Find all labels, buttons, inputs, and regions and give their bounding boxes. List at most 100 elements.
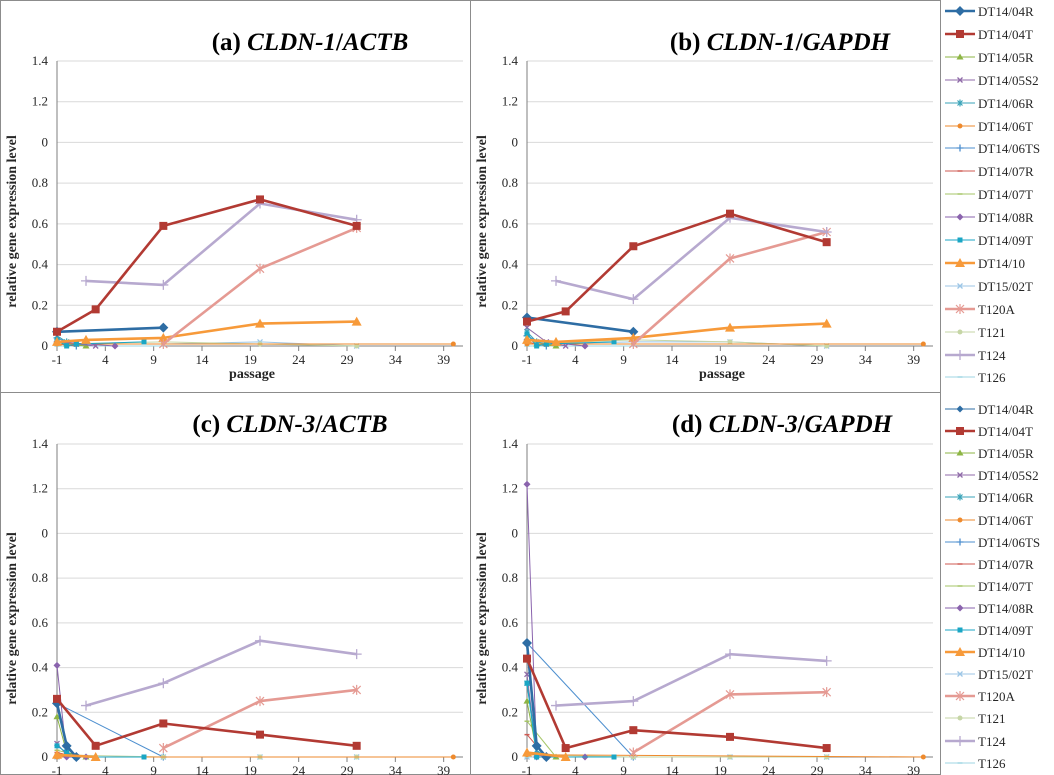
legend-item-dt14-06ts: DT14/06TS — [942, 531, 1054, 553]
panel-c-xtick-label: 4 — [102, 763, 109, 775]
panel-d-ytick-label: 0 — [512, 749, 519, 764]
panel-d-title: (d) CLDN-3/GAPDH — [672, 411, 894, 438]
panel-a-xlabel: passage — [229, 367, 275, 382]
panel-b-point-dt14-09t — [534, 343, 540, 349]
legend-label: DT14/05R — [978, 446, 1034, 462]
legend-label: T126 — [978, 370, 1006, 386]
panel-c-series-line-dt14-06ts — [56, 702, 164, 758]
legend-swatch-marker — [957, 627, 963, 633]
panel-c-point-t120a — [158, 743, 168, 754]
legend-label: DT14/10 — [978, 255, 1025, 271]
legend-top: DT14/04R DT14/04T DT14/05R DT14/05S2 DT14/06… — [942, 0, 1054, 392]
legend-label: T126 — [978, 755, 1006, 771]
panel-b: 0 0.2 0.4 0.6 0.8 0 1.2 1.4 -1 4 9 14 19 24 29 34 39 pass… — [475, 29, 933, 382]
panel-a-ylabel: relative gene expression level — [5, 135, 20, 308]
panel-a-xtick-label: 39 — [437, 352, 450, 367]
panel-c-point-dt14-09t — [64, 750, 70, 756]
legend-swatch — [945, 427, 975, 436]
panel-c-point-t124 — [351, 649, 362, 660]
panel-a-title-separator: / — [335, 29, 344, 56]
legend-item-t126: T126 — [942, 752, 1054, 774]
legend-swatch — [945, 493, 975, 501]
legend-label: DT14/06T — [978, 118, 1033, 134]
legend-swatch — [945, 329, 975, 335]
panel-d-xtick-label: 29 — [811, 763, 824, 775]
panel-b-point-t120a — [725, 253, 735, 264]
panel-b-point-t120a — [628, 338, 638, 349]
legend-swatch — [945, 472, 975, 479]
legend-label: T120A — [978, 689, 1015, 705]
legend-item-t120a: T120A — [942, 298, 1054, 320]
panel-d-series-line-dt14-04t — [525, 658, 827, 750]
legend-label: T121 — [978, 711, 1006, 727]
legend-label: DT14/04R — [978, 402, 1034, 417]
legend-item-dt14-06ts: DT14/06TS — [942, 137, 1054, 159]
panel-d-title-separator: / — [797, 411, 806, 438]
legend-swatch — [945, 405, 975, 413]
panel-d-point-t124 — [628, 696, 639, 707]
panel-a-ytick-label: 0.2 — [32, 297, 48, 312]
panel-c-xtick-label: 34 — [389, 763, 403, 775]
legend-label: DT14/04R — [978, 4, 1034, 19]
panel-b-xtick-label: 14 — [666, 352, 680, 367]
legend-item-t121: T121 — [942, 707, 1054, 729]
legend-swatch-marker — [955, 6, 965, 16]
legend-swatch — [945, 376, 975, 379]
panel-d-xtick-label: 34 — [859, 763, 873, 775]
panel-d-point-dt14-08r — [523, 480, 531, 488]
panel-d-point-t120a — [725, 689, 735, 700]
legend-swatch — [945, 735, 975, 746]
panel-d-title-gene: CLDN-3 — [709, 411, 798, 438]
legend-swatch — [945, 237, 975, 243]
legend-item-dt14-04t: DT14/04T — [942, 23, 1054, 45]
legend-label: DT14/09T — [978, 623, 1033, 638]
legend-swatch — [945, 538, 975, 546]
legend-item-t121: T121 — [942, 321, 1054, 343]
panel-b-title-separator: / — [795, 29, 804, 56]
panel-c-title-prefix: (c) — [192, 411, 226, 438]
panel-a-point-dt14-09t — [141, 339, 147, 345]
legend-swatch — [945, 691, 975, 702]
legend-swatch — [945, 562, 975, 565]
panel-a-xtick-label: 9 — [150, 352, 157, 367]
legend-label: DT14/06T — [978, 512, 1033, 528]
legend-swatch-marker — [957, 715, 963, 721]
panel-c-point-dt14-08r — [53, 661, 61, 669]
legend-swatch — [945, 170, 975, 173]
panel-b-ytick-label: 0.6 — [502, 216, 519, 231]
panel-a-xtick-label: 24 — [292, 352, 306, 367]
panel-c-xtick-label: 9 — [150, 763, 157, 775]
panel-b-title: (b) CLDN-1/GAPDH — [670, 29, 892, 56]
panel-b-point-dt14-10 — [821, 318, 832, 328]
panel-b-series-line-dt14-10 — [526, 322, 827, 344]
panel-b-series-dt14-04r — [522, 312, 639, 337]
legend-label: DT14/06R — [978, 95, 1034, 111]
legend-label: DT14/06TS — [978, 534, 1041, 550]
panel-b-point-dt14-09t — [543, 341, 549, 347]
panel-a-series-line-dt14-04r — [56, 326, 164, 334]
legend-item-dt15-02t: DT15/02T — [942, 663, 1054, 685]
panel-b-xtick-label: -1 — [522, 352, 533, 367]
panel-c-xtick-label: 14 — [196, 763, 210, 775]
panel-c-series-t120a — [158, 684, 362, 754]
panel-d-xtick-label: 14 — [666, 763, 680, 775]
panel-c-point-t124 — [158, 678, 169, 689]
panel-d-series-t124 — [551, 649, 832, 711]
legend-item-dt14-10: DT14/10 — [942, 641, 1054, 663]
legend-item-t120a: T120A — [942, 685, 1054, 707]
panel-b-xtick-label: 19 — [714, 352, 727, 367]
legend-swatch-marker — [957, 99, 963, 107]
panel-c-series-dt14-04t — [53, 694, 361, 750]
panel-b-ytick-label: 1.2 — [502, 94, 518, 109]
legend-swatch-marker — [956, 604, 964, 612]
legend-item-dt14-06t: DT14/06T — [942, 115, 1054, 137]
panel-c-ylabel: relative gene expression level — [5, 532, 20, 705]
panel-c-xtick-label: 29 — [341, 763, 354, 775]
legend-item-dt14-10: DT14/10 — [942, 252, 1054, 274]
panel-b-xtick-label: 29 — [811, 352, 824, 367]
panel-b-point-dt14-10 — [522, 334, 532, 344]
panel-b-xtick-label: 24 — [762, 352, 776, 367]
legend-label: DT14/07T — [978, 578, 1033, 594]
panel-c-ytick-label: 1.2 — [32, 481, 48, 496]
legend-item-dt14-06r: DT14/06R — [942, 486, 1054, 508]
